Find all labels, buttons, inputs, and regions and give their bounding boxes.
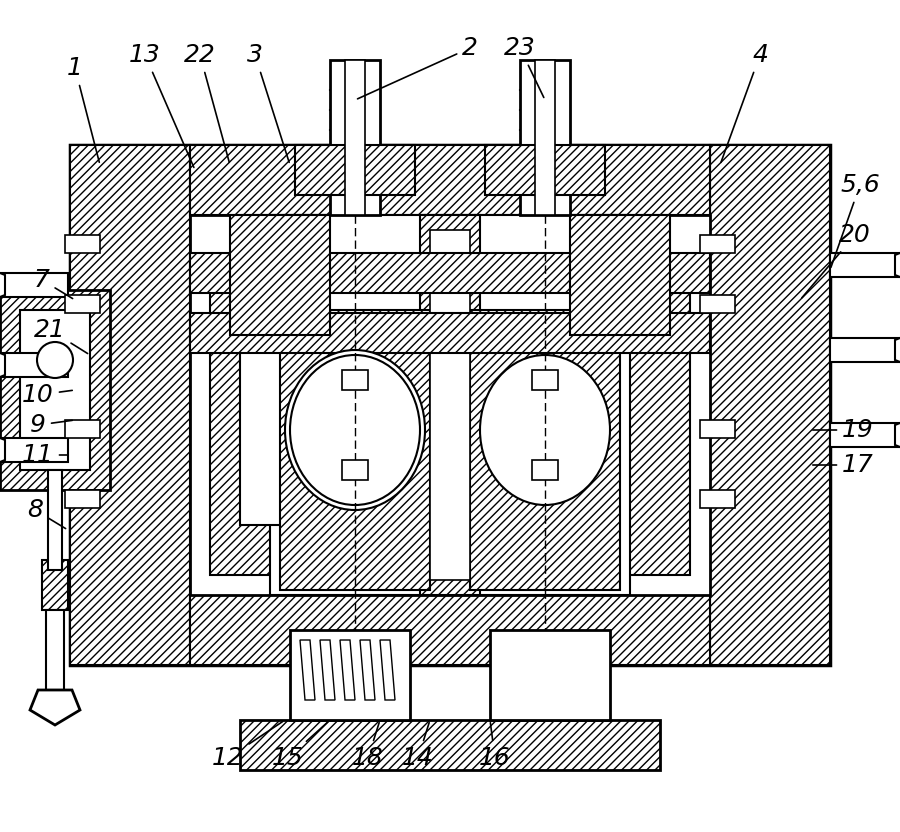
Bar <box>42 560 68 610</box>
Text: 5,6: 5,6 <box>831 173 880 267</box>
Bar <box>485 145 605 195</box>
Bar <box>48 470 62 570</box>
Bar <box>535 60 555 215</box>
Polygon shape <box>0 351 5 379</box>
Bar <box>700 490 735 508</box>
Bar <box>240 720 660 770</box>
Bar <box>190 215 710 595</box>
Polygon shape <box>0 271 5 299</box>
Polygon shape <box>895 421 900 449</box>
Bar <box>65 235 100 253</box>
Bar <box>0 438 68 462</box>
Text: 16: 16 <box>479 723 511 770</box>
Ellipse shape <box>480 355 610 505</box>
Bar <box>230 215 330 335</box>
Bar <box>342 370 368 390</box>
Text: 3: 3 <box>248 43 289 162</box>
Text: 19: 19 <box>813 418 874 442</box>
Bar <box>20 310 90 470</box>
Bar <box>830 253 900 277</box>
Bar <box>0 353 68 377</box>
Bar <box>190 145 710 215</box>
Bar <box>70 145 190 665</box>
Bar <box>46 610 64 690</box>
Bar <box>345 60 365 215</box>
Polygon shape <box>30 690 80 725</box>
Text: 14: 14 <box>402 723 434 770</box>
Text: 8: 8 <box>27 498 66 528</box>
Text: 7: 7 <box>34 268 73 299</box>
Text: 10: 10 <box>22 383 72 407</box>
Text: 2: 2 <box>357 36 478 99</box>
Text: 20: 20 <box>802 223 871 298</box>
Bar <box>710 145 830 665</box>
Polygon shape <box>530 275 690 575</box>
Bar <box>430 230 470 580</box>
Bar <box>700 420 735 438</box>
Bar <box>830 338 900 362</box>
Bar <box>190 253 710 293</box>
Text: 13: 13 <box>129 43 194 167</box>
Bar <box>490 630 610 720</box>
Bar <box>270 215 630 595</box>
Bar <box>532 370 558 390</box>
Polygon shape <box>0 436 5 464</box>
Polygon shape <box>895 336 900 364</box>
Text: 22: 22 <box>184 43 230 162</box>
Bar <box>520 60 570 215</box>
Circle shape <box>37 342 73 378</box>
Bar <box>342 460 368 480</box>
Ellipse shape <box>285 350 425 510</box>
Ellipse shape <box>290 355 420 505</box>
Bar <box>190 313 710 353</box>
Bar <box>190 595 710 665</box>
Polygon shape <box>210 275 370 575</box>
Text: 18: 18 <box>352 723 384 770</box>
Text: 1: 1 <box>68 56 99 162</box>
Polygon shape <box>895 251 900 279</box>
Text: 23: 23 <box>504 36 544 97</box>
Bar <box>830 423 900 447</box>
Bar <box>65 420 100 438</box>
Bar <box>65 295 100 313</box>
Text: 9: 9 <box>30 413 72 437</box>
Bar <box>0 290 110 490</box>
Bar <box>330 60 380 215</box>
Text: 21: 21 <box>34 318 87 354</box>
Bar <box>240 325 340 525</box>
Text: 15: 15 <box>272 722 328 770</box>
Bar <box>65 490 100 508</box>
Polygon shape <box>280 310 430 590</box>
Bar <box>0 273 68 297</box>
Text: 12: 12 <box>212 721 283 770</box>
Bar <box>295 145 415 195</box>
Bar <box>420 215 480 595</box>
Text: 11: 11 <box>22 443 68 467</box>
Text: 17: 17 <box>813 453 874 477</box>
Bar <box>700 235 735 253</box>
Bar <box>70 145 830 665</box>
Bar <box>532 460 558 480</box>
Polygon shape <box>470 310 620 590</box>
Text: 4: 4 <box>721 43 768 162</box>
Bar <box>570 215 670 335</box>
Bar <box>700 295 735 313</box>
Bar <box>290 630 410 720</box>
